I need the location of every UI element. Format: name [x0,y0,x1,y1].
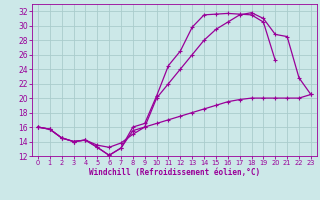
X-axis label: Windchill (Refroidissement éolien,°C): Windchill (Refroidissement éolien,°C) [89,168,260,177]
